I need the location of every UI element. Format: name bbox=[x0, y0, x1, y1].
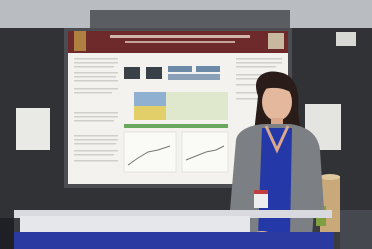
table-skirt bbox=[14, 232, 334, 249]
sign bbox=[336, 32, 356, 46]
photo bbox=[0, 0, 372, 249]
poster-subtitle bbox=[125, 41, 235, 43]
paper bbox=[16, 108, 50, 150]
table-cell bbox=[166, 92, 228, 120]
table-cell bbox=[134, 92, 166, 106]
poster-title bbox=[110, 35, 250, 38]
logo bbox=[74, 31, 86, 51]
chair bbox=[340, 210, 372, 249]
far-wall bbox=[90, 10, 290, 28]
papers-on-table bbox=[20, 216, 250, 234]
tube-cap bbox=[320, 174, 340, 180]
floor bbox=[0, 218, 14, 249]
highlight-bar bbox=[124, 124, 228, 128]
logo bbox=[268, 33, 284, 49]
table-cell bbox=[134, 106, 166, 120]
